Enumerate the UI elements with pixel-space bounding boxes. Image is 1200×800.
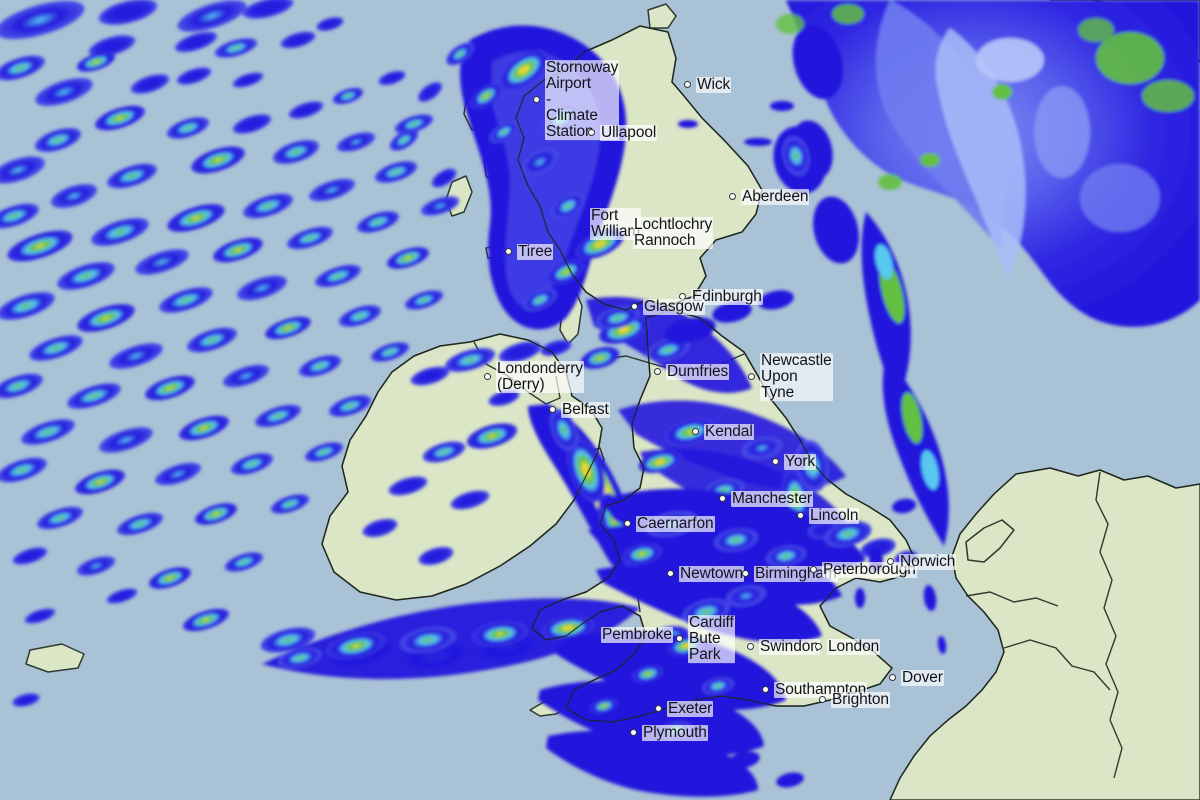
land-orkney: [647, 3, 677, 29]
radar-atlantic-showers-mid: [0, 161, 460, 409]
radar-north-sea-mass: [776, 0, 1200, 546]
radar-celtic-sea-band: [262, 598, 640, 680]
border-benelux-2: [965, 591, 1059, 607]
border-benelux-1: [1003, 639, 1111, 691]
radar-moray-patches: [596, 101, 827, 343]
radar-atlantic-showers-north: [0, 0, 434, 229]
land-atlantic-islet: [25, 643, 85, 673]
border-germany: [1095, 471, 1123, 779]
radar-ireland-interior: [362, 339, 572, 566]
land-netherlands-coast: [965, 519, 1015, 563]
